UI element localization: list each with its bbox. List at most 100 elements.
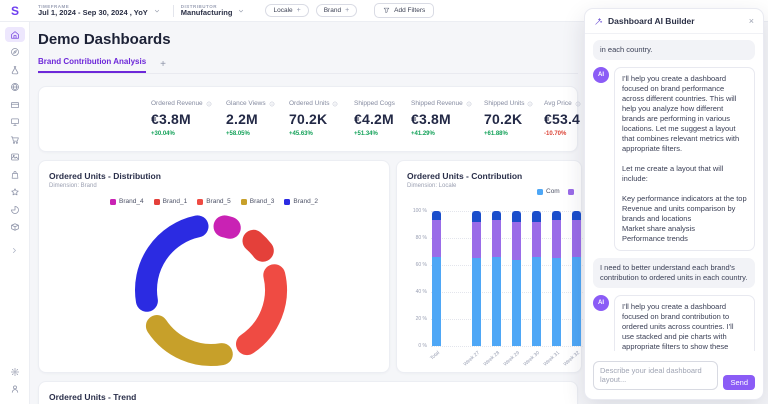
bar-segment-week-27-s1[interactable] (472, 258, 481, 346)
send-button[interactable]: Send (723, 375, 755, 390)
donut-segment-brand_3[interactable] (145, 315, 233, 366)
donut-segment-brand_5[interactable] (236, 264, 287, 356)
bar-segment-week-29-s1[interactable] (512, 259, 521, 346)
ai-prompt-input[interactable] (593, 361, 719, 390)
legend-item-brand_2[interactable]: Brand_2 (284, 198, 318, 205)
legend-item-brand_1[interactable]: Brand_1 (153, 198, 187, 205)
ordered-units-trend-card: Ordered Units - Trend (38, 381, 578, 404)
tab-brand-contribution-analysis[interactable]: Brand Contribution Analysis (38, 57, 147, 73)
distributor-value: Manufacturing (180, 7, 233, 17)
bar-segment-week-30-s2[interactable] (532, 221, 541, 257)
gridline (431, 346, 583, 347)
bar-segment-week-32-s2[interactable] (572, 220, 581, 257)
close-panel-button[interactable]: × (748, 16, 754, 26)
ai-message-text: I'll help you create a dashboard focused… (614, 67, 755, 251)
legend-swatch (567, 188, 574, 195)
gridline (431, 211, 583, 212)
donut-svg[interactable] (131, 210, 291, 370)
bar-segment-week-28-s2[interactable] (492, 220, 501, 257)
sidebar-item-pie-chart[interactable] (5, 202, 25, 217)
sidebar-item-star[interactable] (5, 185, 25, 200)
kpi-ordered-units: Ordered Units 70.2K +45.63% (289, 100, 338, 137)
info-icon[interactable] (332, 101, 338, 107)
sidebar-item-user[interactable] (5, 382, 25, 397)
kpi-delta: +58.05% (226, 131, 250, 137)
info-icon (528, 101, 533, 106)
bar-segment-week-27-s2[interactable] (472, 221, 481, 259)
sidebar-item-monitor[interactable] (5, 115, 25, 130)
donut-legend: Brand_4 Brand_1 Brand_5 Brand_3 Brand_2 (39, 198, 389, 205)
monitor-icon (10, 118, 19, 126)
flask-icon (11, 65, 18, 74)
bar-segment-total-s1[interactable] (432, 256, 441, 346)
sidebar-item-credit-card[interactable] (5, 97, 25, 112)
topbar-divider (172, 4, 174, 17)
bar-segment-week-32-s3[interactable] (572, 211, 581, 221)
info-icon[interactable] (206, 101, 212, 107)
wand-icon (595, 17, 603, 25)
donut-segment-brand_2[interactable] (135, 215, 209, 312)
bar-segment-week-28-s3[interactable] (492, 211, 501, 221)
donut-segment-brand_4[interactable] (213, 215, 241, 239)
add-tab-button[interactable]: + (160, 59, 166, 70)
bar-segment-week-30-s3[interactable] (532, 211, 541, 222)
kpi-glance-views: Glance Views 2.2M +58.05% (226, 100, 275, 137)
sidebar-item-package[interactable] (5, 220, 25, 235)
page-title: Demo Dashboards (38, 31, 171, 48)
sidebar-item-globe[interactable] (5, 80, 25, 95)
stacked-bar-chart[interactable]: Total Week 27 Week 28 Week 29 Week 30 Week 31… (429, 211, 583, 368)
kpi-delta: +61.88% (484, 131, 508, 137)
gridline (431, 319, 583, 320)
timeframe-chevron[interactable] (153, 7, 161, 15)
bar-segment-week-31-s1[interactable] (552, 258, 561, 346)
bar-segment-total-s3[interactable] (432, 211, 441, 221)
sidebar-expand-button[interactable] (10, 246, 19, 255)
donut-chart[interactable] (131, 210, 291, 370)
bar-segment-total-s2[interactable] (432, 220, 441, 257)
sidebar-item-gear[interactable] (5, 364, 25, 379)
info-icon (333, 101, 338, 106)
info-icon[interactable] (466, 101, 472, 107)
filter-pill-brand[interactable]: Brand + (315, 4, 358, 17)
info-icon (466, 101, 472, 106)
legend-item-brand_4[interactable]: Brand_4 (110, 198, 144, 205)
timeframe-filter[interactable]: TIMEFRAME Jul 1, 2024 - Sep 30, 2024 , Y… (38, 4, 148, 18)
sidebar-item-shopping-bag[interactable] (5, 167, 25, 182)
donut-segment-brand_1[interactable] (242, 229, 274, 262)
sidebar-item-cart[interactable] (5, 132, 25, 147)
bar-segment-week-31-s2[interactable] (552, 220, 561, 259)
info-icon[interactable] (575, 101, 581, 107)
bar-segment-week-29-s3[interactable] (512, 211, 521, 222)
timeframe-label: TIMEFRAME (38, 3, 70, 9)
y-axis-label: 40 % (415, 289, 427, 295)
filter-pill-locale[interactable]: Locale + (265, 4, 309, 17)
shopping-bag-icon (11, 170, 18, 179)
distributor-chevron[interactable] (237, 7, 245, 15)
sidebar-item-home[interactable] (4, 27, 25, 42)
bar-segment-week-28-s1[interactable] (492, 256, 501, 346)
bar-segment-week-27-s3[interactable] (472, 211, 481, 222)
legend-item-com[interactable]: Com (537, 188, 560, 195)
app-logo[interactable]: S (10, 3, 19, 18)
info-icon[interactable] (527, 101, 533, 107)
kpi-summary-card: Ordered Revenue €3.8M +30.04% Glance Views 2… (38, 86, 581, 152)
bar-segment-week-30-s1[interactable] (532, 256, 541, 346)
sidebar-item-compass[interactable] (5, 45, 25, 60)
legend-item-brand_5[interactable]: Brand_5 (197, 198, 231, 205)
home-icon (10, 30, 19, 39)
distributor-filter[interactable]: DISTRIBUTOR Manufacturing (181, 4, 233, 18)
kpi-label: Shipped Revenue (411, 100, 472, 107)
legend-item-brand_3[interactable]: Brand_3 (240, 198, 274, 205)
legend-label: Brand_4 (119, 198, 144, 205)
legend-item-series-2[interactable] (567, 188, 577, 195)
add-filters-button[interactable]: Add Filters (374, 3, 435, 18)
sidebar-item-flask[interactable] (5, 62, 25, 77)
chevron-down-icon (239, 9, 244, 12)
bar-segment-week-29-s2[interactable] (512, 221, 521, 260)
y-axis-label: 100 % (412, 208, 427, 214)
bar-segment-week-32-s1[interactable] (572, 256, 581, 346)
info-icon[interactable] (269, 101, 275, 107)
sidebar-item-image[interactable] (5, 150, 25, 165)
bar-segment-week-31-s3[interactable] (552, 211, 561, 221)
